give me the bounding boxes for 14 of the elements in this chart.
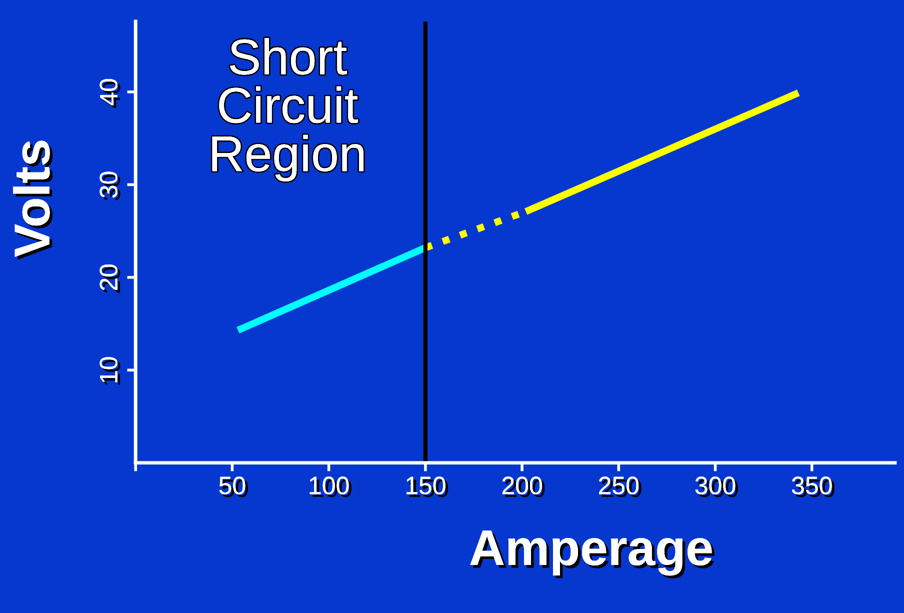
- x-tick-label: 50: [219, 476, 248, 498]
- y-tick-label: 40: [100, 78, 120, 108]
- x-axis-title: Amperage: [470, 530, 715, 578]
- x-tick-label: 350: [792, 476, 835, 498]
- y-axis-title: Volts: [13, 140, 53, 260]
- x-tick-label: 100: [310, 476, 352, 498]
- x-tick-label: 250: [599, 476, 642, 498]
- x-tick-label: 300: [695, 476, 738, 498]
- x-tick-label: 150: [406, 476, 448, 498]
- y-tick-label: 30: [100, 172, 120, 200]
- y-tick-label: 20: [100, 264, 120, 293]
- annotation: Short Circuit Region: [212, 38, 364, 182]
- x-tick-label: 200: [502, 476, 545, 498]
- y-tick-label: 10: [100, 357, 120, 385]
